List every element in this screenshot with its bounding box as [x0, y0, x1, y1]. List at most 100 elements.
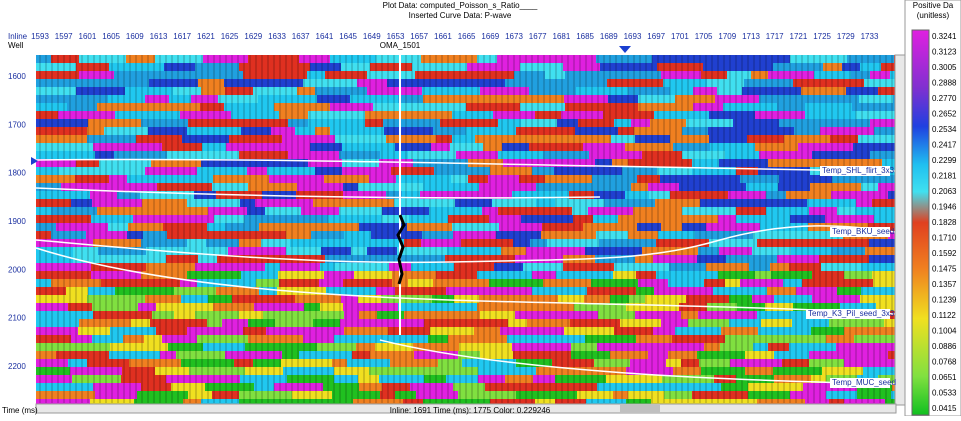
seismic-cell	[213, 175, 269, 183]
seismic-cell	[793, 79, 829, 87]
seismic-cell	[343, 279, 392, 287]
seismic-cell	[36, 271, 91, 279]
colorbar-label: 0.3005	[932, 63, 957, 72]
seismic-cell	[820, 103, 852, 111]
seismic-cell	[614, 327, 653, 335]
seismic-cell	[549, 143, 583, 151]
seismic-cell	[814, 71, 851, 79]
seismic-cell	[596, 55, 652, 63]
seismic-cell	[611, 231, 628, 239]
seismic-cell	[650, 119, 686, 127]
seismic-cell	[661, 71, 701, 79]
seismic-cell	[861, 183, 878, 191]
seismic-cell	[670, 87, 693, 95]
seismic-cell	[197, 167, 247, 175]
seismic-cell	[203, 55, 248, 63]
seismic-cell	[184, 303, 213, 311]
seismic-cell	[315, 87, 367, 95]
seismic-cell	[36, 175, 75, 183]
seismic-cell	[79, 319, 131, 327]
time-tick-label: 2200	[8, 362, 26, 371]
seismic-cell	[226, 143, 256, 151]
seismic-cell	[392, 271, 436, 279]
seismic-cell	[761, 319, 792, 327]
inline-tick-label: 1625	[221, 32, 239, 41]
seismic-cell	[540, 391, 577, 399]
seismic-cell	[152, 311, 174, 319]
seismic-cell	[631, 183, 648, 191]
seismic-cell	[36, 295, 87, 303]
seismic-cell	[779, 119, 821, 127]
seismic-cell	[673, 367, 701, 375]
seismic-cell	[516, 127, 575, 135]
seismic-cell	[672, 335, 725, 343]
colorbar-label: 0.2417	[932, 141, 957, 150]
seismic-cell	[779, 175, 832, 183]
seismic-cell	[855, 207, 895, 215]
seismic-cell	[706, 223, 760, 231]
seismic-cell	[715, 95, 759, 103]
seismic-cell	[704, 279, 725, 287]
seismic-cell	[225, 223, 259, 231]
seismic-cell	[75, 175, 109, 183]
seismic-cell	[747, 135, 784, 143]
seismic-cell	[412, 103, 466, 111]
seismic-cell	[448, 335, 507, 343]
seismic-cell	[618, 127, 634, 135]
seismic-cell	[181, 295, 208, 303]
seismic-cell	[670, 191, 728, 199]
seismic-cell	[79, 71, 114, 79]
inline-tick-label: 1693	[624, 32, 642, 41]
seismic-cell	[359, 383, 382, 391]
seismic-cell	[686, 119, 733, 127]
scroll-thumb[interactable]	[620, 405, 660, 412]
seismic-cell	[274, 383, 323, 391]
seismic-cell	[344, 327, 388, 335]
seismic-cell	[520, 103, 565, 111]
seismic-cell	[472, 95, 506, 103]
seismic-cell	[600, 63, 657, 71]
seismic-cell	[561, 111, 603, 119]
inline-tick-label: 1629	[244, 32, 262, 41]
seismic-cell	[557, 119, 578, 127]
seismic-cell	[628, 87, 670, 95]
seismic-cell	[369, 367, 421, 375]
inline-tick-label: 1645	[339, 32, 357, 41]
seismic-cell	[214, 215, 244, 223]
seismic-cell	[805, 111, 856, 119]
seismic-cell	[603, 111, 654, 119]
seismic-cell	[531, 335, 585, 343]
seismic-cell	[536, 183, 575, 191]
seismic-cell	[36, 391, 95, 399]
curve-data: Inserted Curve Data: P-wave	[409, 11, 512, 20]
seismic-cell	[842, 63, 860, 71]
inline-tick-label: 1725	[813, 32, 831, 41]
seismic-cell	[447, 247, 501, 255]
seismic-cell	[891, 391, 895, 399]
seismic-cell	[135, 71, 189, 79]
seismic-cell	[293, 311, 344, 319]
seismic-cell	[555, 199, 604, 207]
seismic-cell	[858, 135, 895, 143]
seismic-cell	[771, 271, 812, 279]
inline-tick-label: 1609	[126, 32, 144, 41]
seismic-cell	[594, 191, 625, 199]
seismic-cell	[339, 207, 382, 215]
seismic-cell	[816, 239, 869, 247]
seismic-cell	[416, 391, 458, 399]
seismic-cell	[652, 55, 683, 63]
seismic-cell	[777, 255, 819, 263]
colorbar-label: 0.2770	[932, 94, 957, 103]
seismic-cell	[460, 71, 514, 79]
seismic-cell	[344, 231, 371, 239]
seismic-cell	[625, 191, 649, 199]
colorbar-label: 0.1122	[932, 311, 956, 320]
seismic-cell	[133, 215, 188, 223]
vertical-scrollbar[interactable]	[895, 55, 905, 405]
seismic-cell	[780, 335, 826, 343]
seismic-cell	[637, 223, 661, 231]
seismic-cell	[851, 71, 870, 79]
seismic-cell	[622, 247, 642, 255]
colorbar	[912, 30, 929, 415]
seismic-cell	[207, 223, 225, 231]
